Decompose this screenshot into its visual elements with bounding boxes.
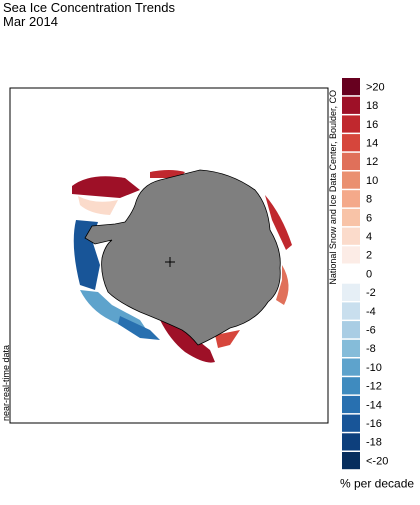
ice-patch <box>160 320 215 363</box>
ice-patch <box>78 196 118 215</box>
legend-label: 18 <box>366 100 378 112</box>
legend-swatch <box>342 208 360 227</box>
legend-swatch <box>342 452 360 470</box>
legend-label: -8 <box>366 343 376 355</box>
legend-label: >20 <box>366 81 385 93</box>
legend-label: -18 <box>366 437 382 449</box>
legend-swatch <box>342 265 360 283</box>
map: near-real-time data <box>1 87 329 424</box>
legend-label: -12 <box>366 381 382 393</box>
ice-patch <box>276 265 289 305</box>
note: near-real-time data <box>1 345 11 421</box>
legend-label: -6 <box>366 324 376 336</box>
legend-swatch <box>342 115 360 133</box>
legend-swatch <box>342 171 360 189</box>
legend-label: 16 <box>366 119 378 131</box>
legend-swatch <box>342 414 360 432</box>
legend-label: 6 <box>366 212 372 224</box>
legend-label: <-20 <box>366 455 388 467</box>
legend-label: 4 <box>366 231 372 243</box>
legend-label: 10 <box>366 175 378 187</box>
legend-swatch <box>342 339 360 357</box>
legend-label: 14 <box>366 137 378 149</box>
ice-patch <box>118 316 160 340</box>
legend-swatch <box>342 321 360 339</box>
legend-label: -2 <box>366 287 376 299</box>
legend-swatch <box>342 283 360 301</box>
legend-swatch <box>342 433 360 451</box>
antarctica <box>84 169 281 346</box>
legend-label: 0 <box>366 268 372 280</box>
legend-swatch <box>342 78 360 96</box>
pole-marker <box>165 257 175 267</box>
title: Sea Ice Concentration Trends <box>3 0 175 15</box>
legend-swatch <box>342 227 360 245</box>
legend-label: 2 <box>366 250 372 262</box>
legend: >20 18 16 14 12 10 8 6 4 2 0 -2 -4 -6 -8 -10 -12 -14 -16 -1… <box>340 78 414 491</box>
legend-swatch <box>342 134 360 152</box>
legend-swatch <box>342 246 360 264</box>
legend-swatch <box>342 302 360 320</box>
legend-label: 8 <box>366 194 372 206</box>
ice-patch <box>265 195 292 250</box>
subtitle: Mar 2014 <box>3 14 58 29</box>
legend-label: -14 <box>366 399 382 411</box>
legend-swatch <box>342 190 360 208</box>
legend-swatch <box>342 358 360 376</box>
ice-patch <box>72 176 140 198</box>
legend-label: -16 <box>366 418 382 430</box>
legend-label: -10 <box>366 362 382 374</box>
legend-swatch <box>342 395 360 414</box>
ice-patch <box>73 220 100 290</box>
legend-label: -4 <box>366 306 376 318</box>
legend-swatch <box>342 96 360 114</box>
ice-patch <box>215 330 240 348</box>
credit: National Snow and Ice Data Center, Bould… <box>328 90 338 285</box>
legend-label: 12 <box>366 156 378 168</box>
legend-swatch <box>342 152 360 170</box>
legend-unit: % per decade <box>340 477 414 491</box>
legend-swatch <box>342 377 360 395</box>
